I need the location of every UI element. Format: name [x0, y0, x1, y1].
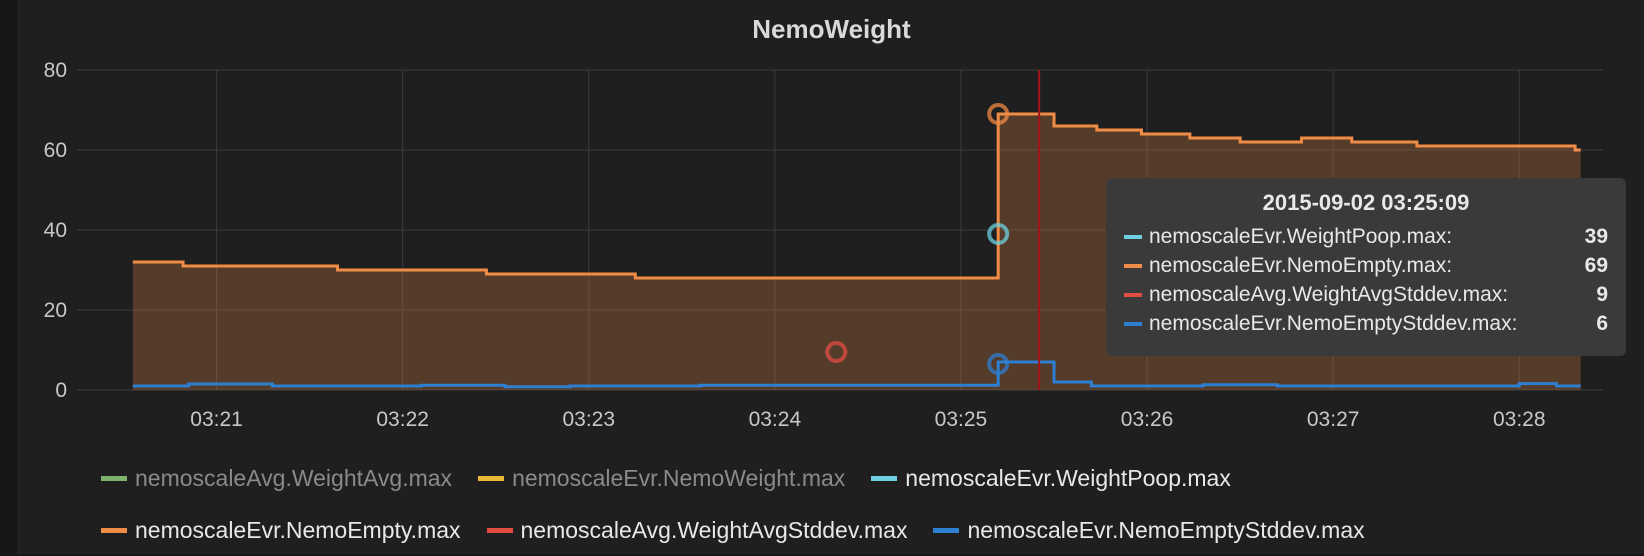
legend-swatch [478, 475, 505, 481]
legend-label[interactable]: nemoscaleEvr.NemoEmptyStddev.max [967, 516, 1365, 543]
legend-swatch [871, 475, 898, 481]
hover-point-marker [987, 103, 1010, 125]
tooltip-row: nemoscaleEvr.WeightPoop.max: 39 [1124, 222, 1608, 251]
legend-swatch [101, 475, 127, 481]
tooltip-row: nemoscaleEvr.NemoEmpty.max: 69 [1124, 251, 1608, 280]
y-tick-label: 40 [44, 219, 67, 242]
legend-label[interactable]: nemoscaleAvg.WeightAvgStddev.max [520, 516, 908, 543]
legend-item[interactable]: nemoscaleAvg.WeightAvg.max [101, 465, 452, 492]
x-tick-label: 03:27 [1307, 408, 1360, 431]
legend-label[interactable]: nemoscaleEvr.NemoWeight.max [512, 464, 846, 491]
tooltip-time: 2015-09-02 03:25:09 [1262, 190, 1470, 215]
legend-swatch [486, 527, 513, 533]
tooltip-series-name: nemoscaleAvg.WeightAvgStddev.max: [1149, 282, 1509, 306]
legend-label[interactable]: nemoscaleEvr.WeightPoop.max [905, 464, 1231, 491]
tooltip-series-swatch [1124, 263, 1142, 268]
y-tick-label: 80 [44, 59, 67, 82]
tooltip-series-value: 9 [1596, 282, 1608, 306]
y-tick-label: 0 [55, 379, 67, 402]
legend-label[interactable]: nemoscaleAvg.WeightAvg.max [135, 464, 453, 491]
x-tick-label: 03:24 [749, 408, 802, 431]
x-tick-label: 03:28 [1493, 408, 1546, 431]
legend: nemoscaleAvg.WeightAvg.max nemoscaleEvr.N… [101, 452, 1621, 556]
legend-item[interactable]: nemoscaleEvr.NemoEmptyStddev.max [933, 516, 1365, 544]
y-tick-label: 60 [44, 139, 67, 162]
x-tick-label: 03:22 [376, 408, 429, 431]
tooltip-series-swatch [1124, 321, 1142, 326]
graph-panel: NemoWeight 0 20 40 60 80 03:21 03:22 03:23 03:24… [18, 0, 1644, 554]
hover-point-marker [987, 223, 1010, 245]
y-tick-label: 20 [44, 299, 67, 322]
legend-swatch [933, 527, 960, 533]
panel-title[interactable]: NemoWeight [752, 14, 911, 44]
tooltip-series-swatch [1124, 234, 1142, 239]
tooltip-rows: nemoscaleEvr.WeightPoop.max: 39 nemoscaleE… [1124, 222, 1608, 338]
x-tick-label: 03:23 [562, 408, 615, 431]
legend-item[interactable]: nemoscaleAvg.WeightAvgStddev.max [486, 516, 908, 544]
legend-row: nemoscaleAvg.WeightAvg.max nemoscaleEvr.N… [101, 452, 1621, 504]
tooltip-series-name: nemoscaleEvr.NemoEmpty.max: [1149, 253, 1453, 277]
hover-point-marker [825, 341, 848, 363]
tooltip-series-value: 39 [1584, 224, 1608, 248]
tooltip-series-value: 6 [1596, 311, 1608, 335]
legend-item[interactable]: nemoscaleEvr.NemoWeight.max [478, 465, 845, 492]
tooltip-series-name: nemoscaleEvr.WeightPoop.max: [1149, 224, 1453, 248]
tooltip-series-value: 69 [1584, 253, 1608, 277]
tooltip-row: nemoscaleEvr.NemoEmptyStddev.max: 6 [1124, 309, 1608, 338]
tooltip-row: nemoscaleAvg.WeightAvgStddev.max: 9 [1124, 280, 1608, 309]
hover-point-marker [987, 353, 1010, 375]
tooltip-series-swatch [1124, 292, 1142, 297]
hover-tooltip: 2015-09-02 03:25:09 nemoscaleEvr.WeightP… [1106, 178, 1626, 356]
series-line [132, 112, 1581, 280]
x-tick-label: 03:21 [190, 408, 243, 431]
legend-swatch [101, 527, 127, 533]
x-tick-label: 03:26 [1121, 408, 1174, 431]
legend-item[interactable]: nemoscaleEvr.NemoEmpty.max [101, 517, 461, 544]
x-tick-label: 03:25 [935, 408, 988, 431]
tooltip-series-name: nemoscaleEvr.NemoEmptyStddev.max: [1149, 311, 1518, 335]
legend-item[interactable]: nemoscaleEvr.WeightPoop.max [871, 465, 1231, 492]
legend-row: nemoscaleEvr.NemoEmpty.max nemoscaleAvg.W… [101, 504, 1621, 556]
legend-label[interactable]: nemoscaleEvr.NemoEmpty.max [135, 516, 461, 543]
